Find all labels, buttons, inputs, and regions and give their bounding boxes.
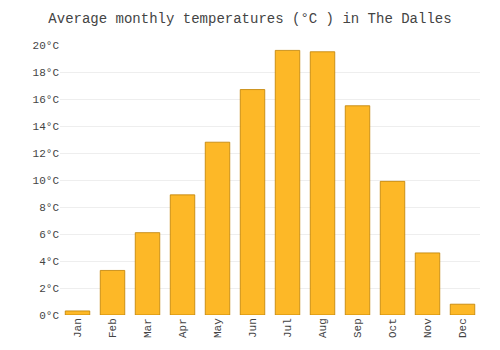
svg-text:20°C: 20°C: [33, 40, 60, 52]
svg-text:Feb: Feb: [107, 318, 119, 338]
svg-text:Nov: Nov: [422, 318, 434, 338]
svg-text:May: May: [212, 318, 224, 338]
svg-text:14°C: 14°C: [33, 121, 60, 133]
svg-text:18°C: 18°C: [33, 67, 60, 79]
svg-text:6°C: 6°C: [39, 229, 59, 241]
svg-text:Jun: Jun: [247, 318, 259, 338]
svg-text:Mar: Mar: [142, 318, 154, 338]
svg-text:Jan: Jan: [72, 318, 84, 338]
svg-text:Jul: Jul: [282, 318, 294, 338]
svg-text:Oct: Oct: [387, 318, 399, 338]
svg-text:16°C: 16°C: [33, 94, 60, 106]
svg-text:Sep: Sep: [352, 318, 364, 338]
svg-text:Apr: Apr: [177, 318, 189, 338]
svg-text:0°C: 0°C: [39, 310, 59, 322]
svg-text:12°C: 12°C: [33, 148, 60, 160]
svg-text:2°C: 2°C: [39, 283, 59, 295]
svg-text:10°C: 10°C: [33, 175, 60, 187]
svg-text:Dec: Dec: [457, 318, 469, 338]
svg-text:8°C: 8°C: [39, 202, 59, 214]
svg-text:Aug: Aug: [317, 318, 329, 338]
svg-text:4°C: 4°C: [39, 256, 59, 268]
svg-text:Average monthly temperatures (: Average monthly temperatures (°C ) in Th…: [48, 11, 451, 27]
